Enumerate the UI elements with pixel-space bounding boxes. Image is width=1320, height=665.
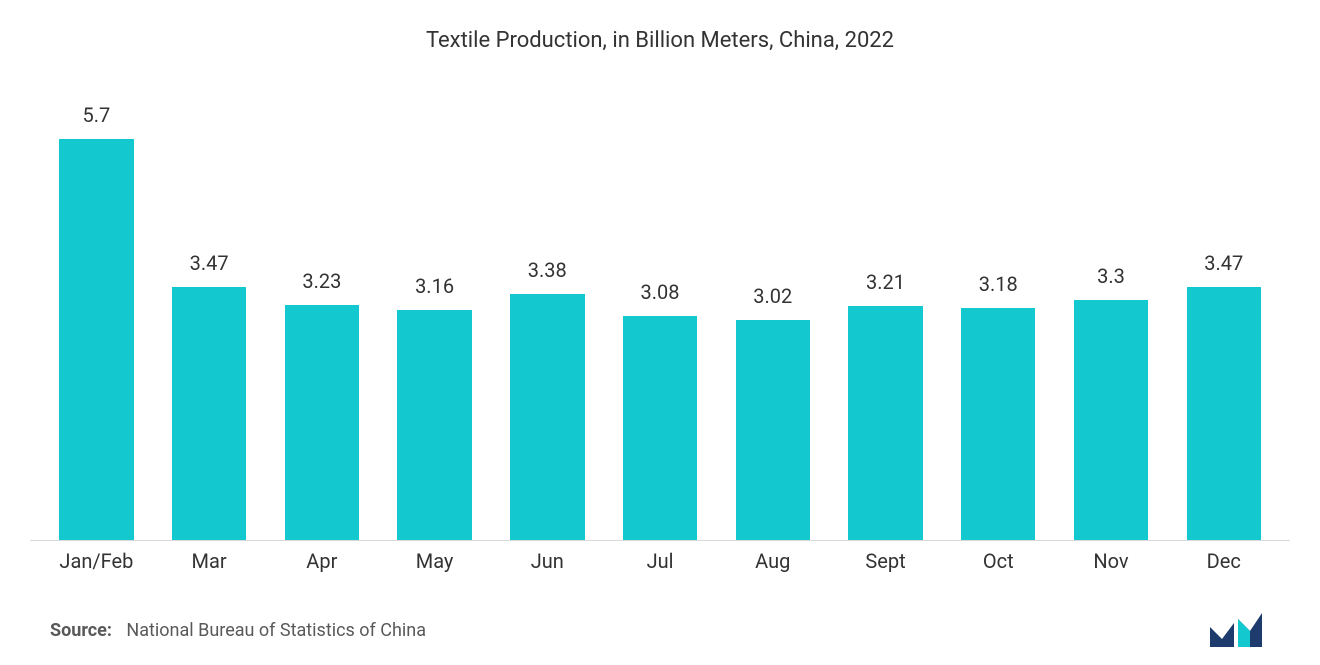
- source-label: Source:: [50, 620, 112, 641]
- x-axis-label: Dec: [1167, 549, 1280, 573]
- bar-group: 3.18: [942, 103, 1055, 540]
- bar-value-label: 3.3: [1097, 264, 1125, 288]
- bar: [510, 294, 584, 540]
- x-axis-label: Jul: [604, 549, 717, 573]
- bar: [848, 306, 922, 540]
- bar-group: 3.47: [153, 103, 266, 540]
- x-axis-label: Sept: [829, 549, 942, 573]
- x-axis-label: May: [378, 549, 491, 573]
- bar-value-label: 3.16: [415, 274, 454, 298]
- x-axis-label: Oct: [942, 549, 1055, 573]
- bar: [285, 305, 359, 540]
- bar-group: 3.02: [716, 103, 829, 540]
- bar-group: 3.08: [604, 103, 717, 540]
- bar-group: 3.38: [491, 103, 604, 540]
- bar: [1187, 287, 1261, 540]
- bar: [1074, 300, 1148, 540]
- x-axis-label: Aug: [716, 549, 829, 573]
- bar-value-label: 5.7: [82, 103, 110, 127]
- bar-value-label: 3.38: [528, 258, 567, 282]
- source-text: National Bureau of Statistics of China: [126, 620, 426, 641]
- bar: [961, 308, 1035, 540]
- brand-logo-icon: [1210, 613, 1270, 647]
- source-line: Source: National Bureau of Statistics of…: [50, 620, 426, 641]
- bar-group: 3.3: [1055, 103, 1168, 540]
- x-axis-label: Jan/Feb: [40, 549, 153, 573]
- bar-group: 5.7: [40, 103, 153, 540]
- plot-area: 5.7 3.47 3.23 3.16 3.38 3.08 3.02 3.21 3.18 3.3 3.…: [30, 103, 1290, 541]
- bar-value-label: 3.47: [1204, 251, 1243, 275]
- bar: [623, 316, 697, 540]
- x-axis-label: Mar: [153, 549, 266, 573]
- chart-title: Textile Production, in Billion Meters, C…: [30, 28, 1290, 53]
- bar-value-label: 3.18: [979, 272, 1018, 296]
- bar-value-label: 3.02: [753, 284, 792, 308]
- bar-value-label: 3.23: [302, 269, 341, 293]
- x-axis-label: Apr: [265, 549, 378, 573]
- bar: [397, 310, 471, 540]
- bar-group: 3.47: [1167, 103, 1280, 540]
- x-axis-label: Jun: [491, 549, 604, 573]
- bar-value-label: 3.21: [866, 270, 905, 294]
- bar-group: 3.16: [378, 103, 491, 540]
- chart-container: Textile Production, in Billion Meters, C…: [0, 0, 1320, 665]
- bar: [172, 287, 246, 540]
- bar: [59, 139, 133, 540]
- x-axis: Jan/FebMarAprMayJunJulAugSeptOctNovDec: [30, 541, 1290, 573]
- bar-value-label: 3.47: [190, 251, 229, 275]
- bar-group: 3.23: [265, 103, 378, 540]
- x-axis-label: Nov: [1055, 549, 1168, 573]
- chart-footer: Source: National Bureau of Statistics of…: [30, 573, 1290, 665]
- bar-group: 3.21: [829, 103, 942, 540]
- bar: [736, 320, 810, 540]
- bar-value-label: 3.08: [641, 280, 680, 304]
